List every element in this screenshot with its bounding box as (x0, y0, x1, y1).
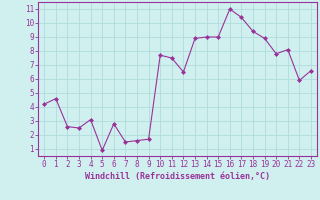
X-axis label: Windchill (Refroidissement éolien,°C): Windchill (Refroidissement éolien,°C) (85, 172, 270, 181)
